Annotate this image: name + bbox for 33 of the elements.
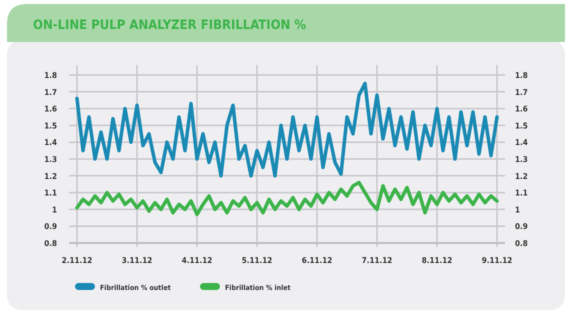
y-tick-label: 1 [52,205,57,214]
y2-tick-label: 1.6 [515,104,528,114]
y-tick-label: 1.6 [44,104,57,114]
x-tick-label: 3.11.12 [122,256,152,265]
y2-tick-label: 0.9 [515,222,528,232]
y2-tick-label: 1.1 [515,188,528,198]
y2-tick-label: 1.8 [515,71,528,80]
x-tick-label: 7.11.12 [362,256,392,265]
chart-title: ON-LINE PULP ANALYZER FIBRILLATION % [33,18,306,33]
line-series [75,82,499,178]
y-tick-label: 0.9 [44,222,57,232]
y2-tick-label: 1.2 [515,172,528,181]
y-tick-label: 1.8 [44,71,57,80]
y2-tick-label: 1.5 [515,121,528,130]
y-tick-label: 0.8 [44,239,57,248]
y2-tick-label: 0.8 [515,239,528,248]
y-tick-label: 1.1 [44,188,57,198]
x-tick-label: 4.11.12 [182,256,212,265]
y2-tick-label: 1.4 [515,138,528,148]
x-tick-label: 2.11.12 [62,256,92,265]
y2-tick-label: 1 [515,205,520,214]
y-tick-label: 1.7 [44,88,57,97]
line-series [75,180,499,216]
x-tick-label: 6.11.12 [302,256,332,265]
y-tick-label: 1.5 [44,121,57,130]
y2-tick-label: 1.3 [515,155,528,164]
x-tick-label: 8.11.12 [422,256,452,265]
y-tick-label: 1.3 [44,155,57,164]
x-tick-label: 9.11.12 [482,256,512,265]
y-tick-label: 1.2 [44,172,57,181]
y2-tick-label: 1.7 [515,88,528,97]
x-tick-label: 5.11.12 [242,256,272,265]
y-tick-label: 1.4 [44,138,57,148]
